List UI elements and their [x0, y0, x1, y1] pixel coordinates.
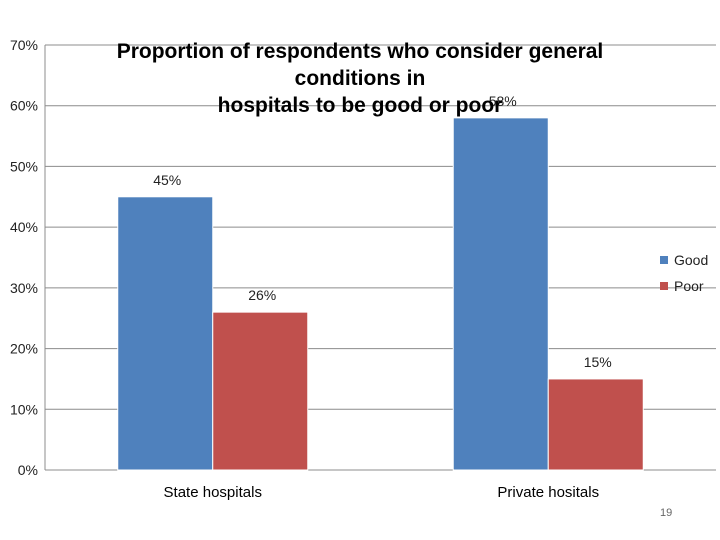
- legend-label-poor: Poor: [674, 278, 704, 294]
- legend-item-good: Good: [660, 247, 708, 273]
- chart-title-line-2: hospitals to be good or poor: [217, 94, 503, 117]
- chart-title-line-1: Proportion of respondents who consider g…: [116, 40, 604, 90]
- y-tick-label: 10%: [10, 401, 38, 417]
- bar-poor-0: [212, 311, 309, 471]
- bar-poor-1: [547, 378, 644, 471]
- legend-swatch-poor: [660, 282, 668, 290]
- y-tick-label: 20%: [10, 341, 38, 357]
- data-label: 58%: [489, 93, 517, 109]
- y-tick-label: 60%: [10, 98, 38, 114]
- y-tick-label: 40%: [10, 219, 38, 235]
- legend-swatch-good: [660, 256, 668, 264]
- x-category-label: State hospitals: [164, 484, 262, 501]
- data-label: 45%: [153, 172, 181, 188]
- slide-page-number: 19: [660, 507, 673, 519]
- y-tick-label: 50%: [10, 158, 38, 174]
- y-tick-label: 70%: [10, 37, 38, 53]
- bar-good-0: [117, 196, 214, 471]
- chart-title: Proportion of respondents who consider g…: [70, 38, 650, 119]
- legend-label-good: Good: [674, 252, 709, 268]
- bar-good-1: [452, 117, 549, 471]
- chart-legend: Good Poor: [660, 247, 708, 299]
- data-label: 26%: [248, 287, 276, 303]
- data-label: 15%: [584, 354, 612, 370]
- y-tick-label: 30%: [10, 280, 38, 296]
- y-tick-label: 0%: [18, 462, 38, 478]
- x-category-label: Private hositals: [497, 484, 599, 501]
- legend-item-poor: Poor: [660, 273, 708, 299]
